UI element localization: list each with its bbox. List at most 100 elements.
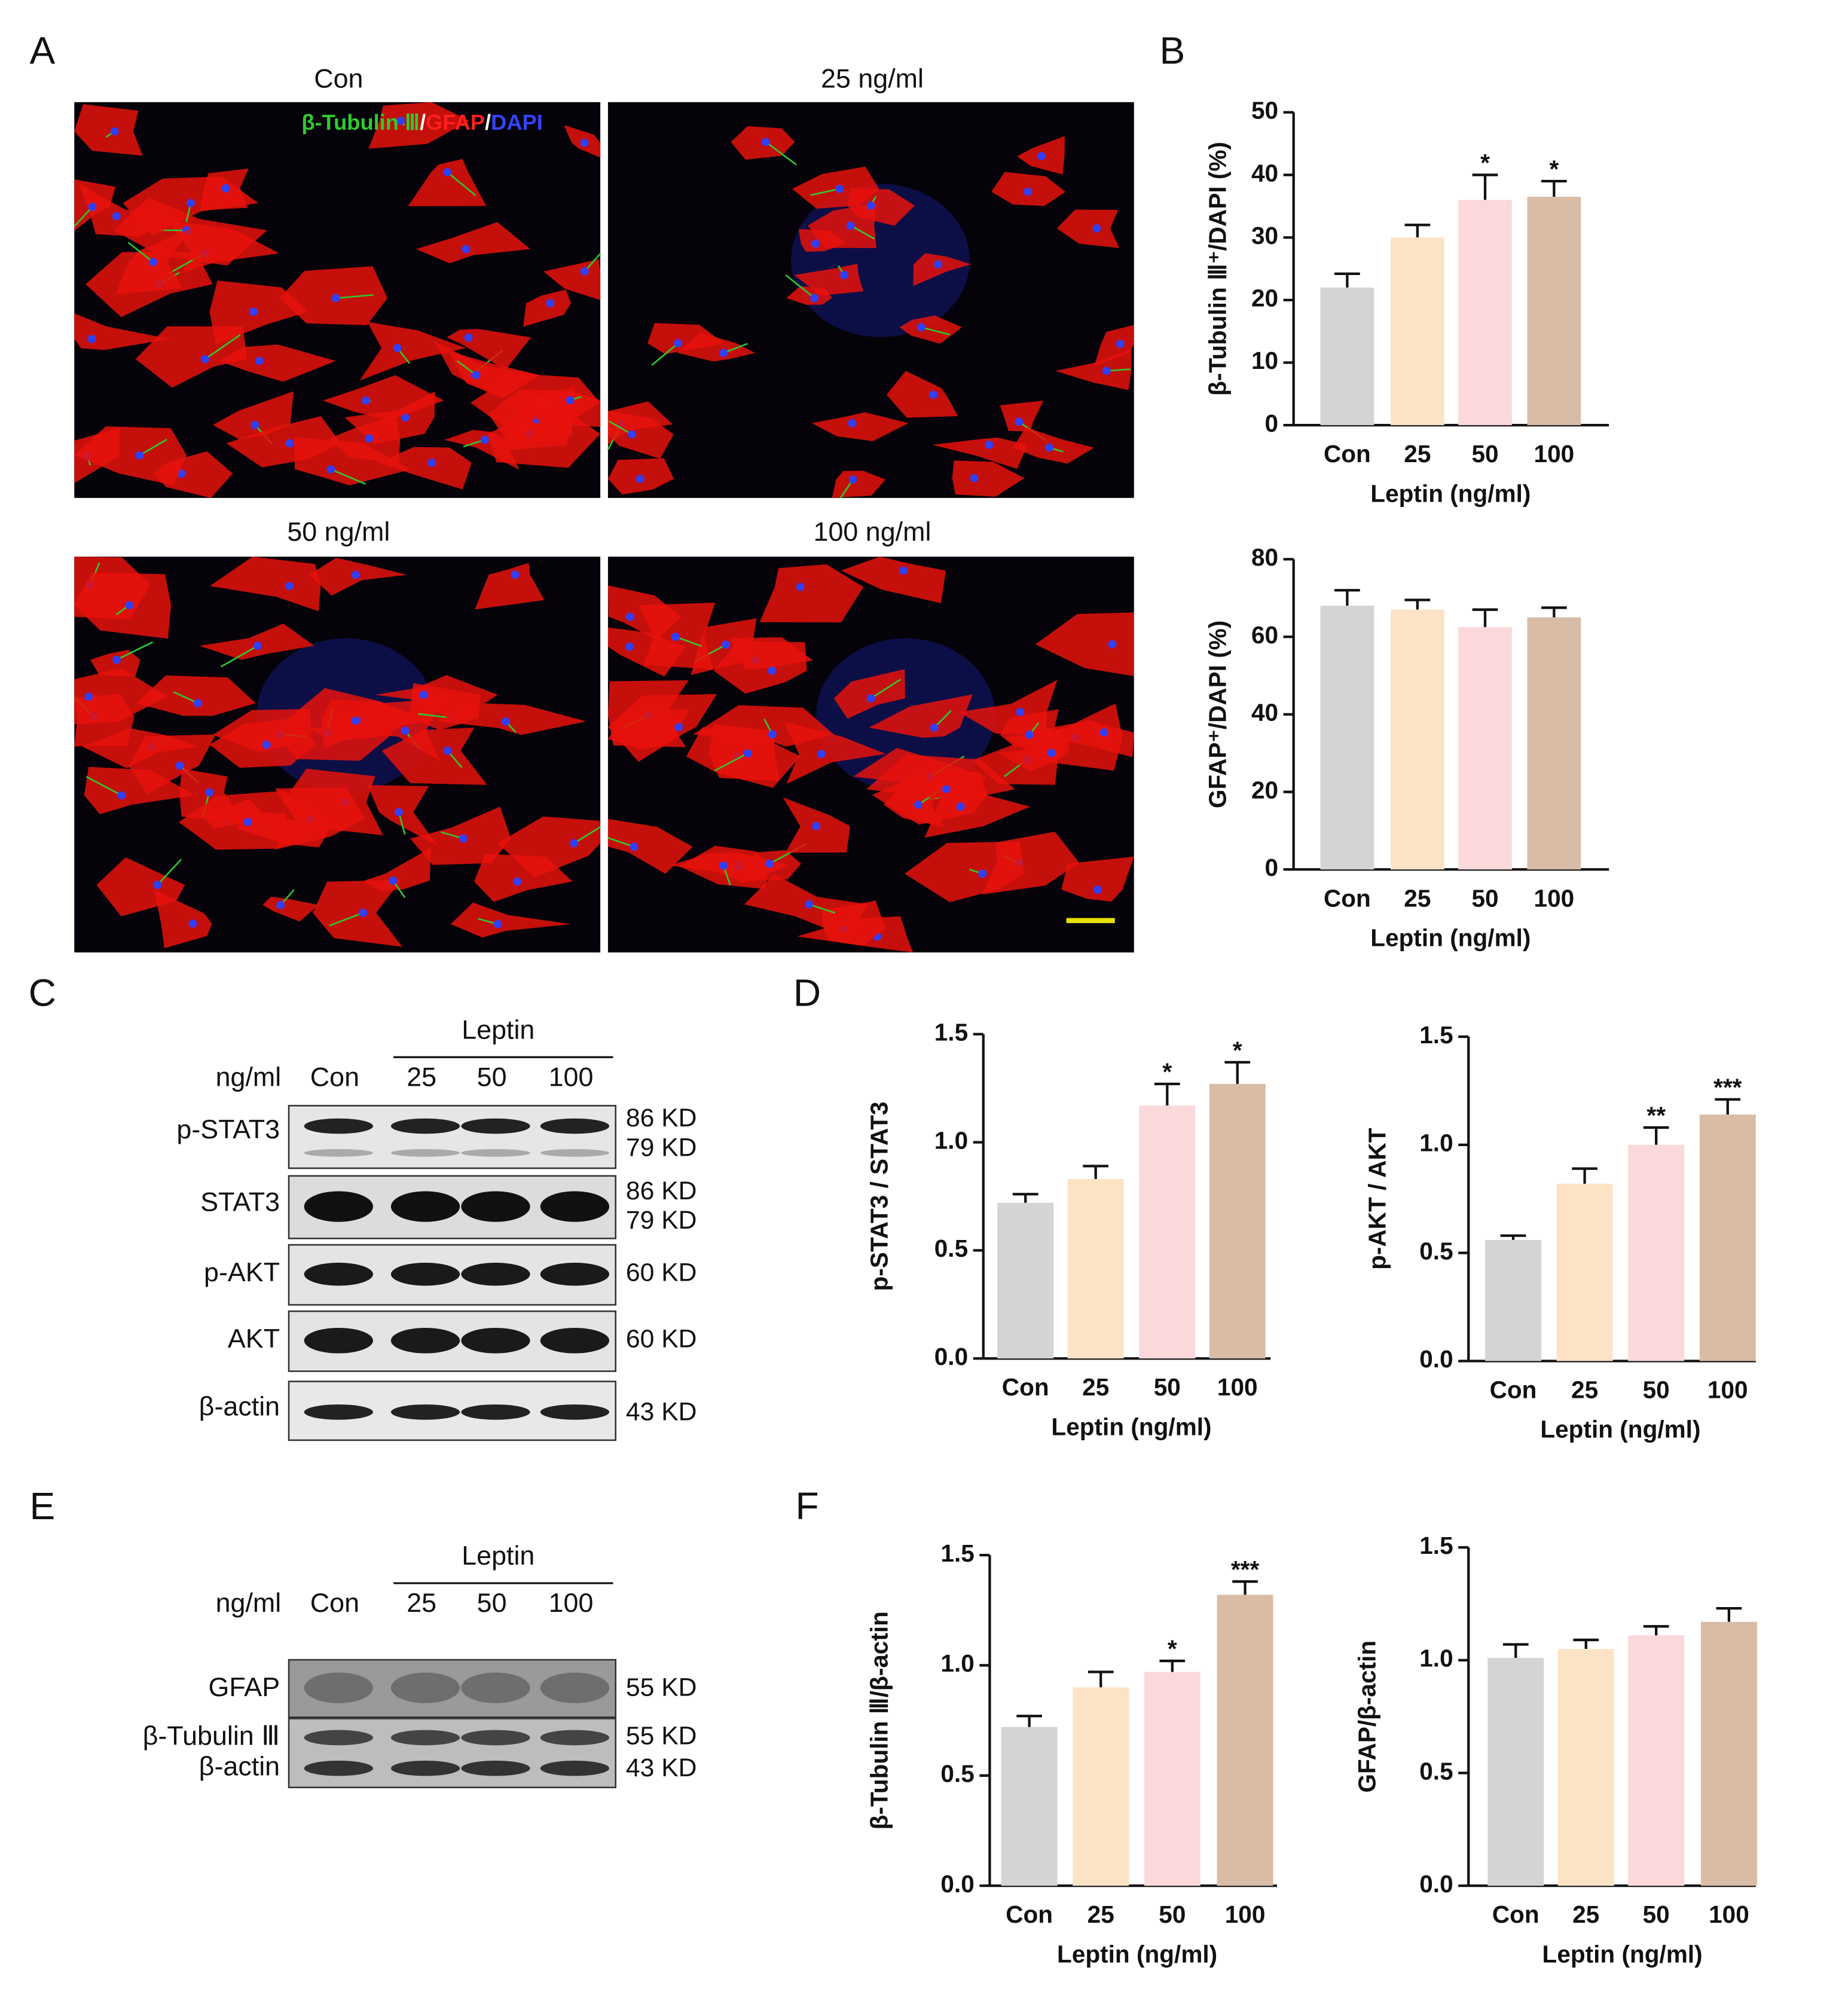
nucleus — [1116, 340, 1125, 348]
astrocyte — [1000, 709, 1059, 747]
nucleus — [812, 822, 820, 830]
neurite — [328, 912, 363, 927]
nucleus — [719, 861, 728, 870]
band — [461, 1118, 530, 1134]
nucleus — [188, 919, 197, 928]
nucleus — [811, 239, 820, 248]
astrocyte — [450, 902, 572, 938]
micrograph-title: 25 ng/ml — [821, 63, 924, 93]
y-tick-label: 0.0 — [1419, 1345, 1453, 1373]
nucleus — [125, 601, 134, 610]
band — [540, 1404, 610, 1420]
astrocyte — [811, 412, 909, 441]
y-tick-label: 1.5 — [1419, 1021, 1453, 1049]
bar — [1485, 1239, 1542, 1361]
nucleus — [149, 258, 157, 267]
astrocyte — [474, 854, 573, 902]
nucleus — [420, 691, 428, 700]
x-tick-label: 50 — [1643, 1901, 1670, 1928]
bar — [1699, 1114, 1756, 1361]
y-tick-label: 60 — [1251, 621, 1278, 649]
astrocyte — [952, 460, 1025, 497]
x-axis-label: Leptin (ng/ml) — [1370, 479, 1531, 507]
bar — [1320, 287, 1374, 426]
legend-part: / — [485, 110, 491, 135]
band — [461, 1760, 530, 1776]
nucleus — [1024, 187, 1032, 196]
y-tick-label: 50 — [1251, 97, 1278, 124]
nucleus — [362, 396, 371, 405]
blot-membrane — [288, 1105, 617, 1169]
band — [304, 1263, 373, 1286]
astrocyte — [84, 766, 195, 814]
nucleus — [956, 802, 965, 811]
astrocyte — [262, 896, 319, 922]
bar — [1391, 237, 1444, 426]
nucleus — [395, 808, 403, 817]
nucleus — [866, 694, 875, 703]
micrograph-title: 100 ng/ml — [814, 516, 931, 546]
nucleus — [88, 203, 97, 211]
nucleus — [249, 307, 258, 316]
y-axis-label: β-Tubulin Ⅲ/β-actin — [866, 1611, 893, 1829]
band — [461, 1191, 530, 1222]
nucleus — [187, 198, 195, 207]
nucleus — [401, 726, 410, 735]
astrocyte — [924, 792, 1031, 838]
nucleus — [917, 323, 925, 332]
band — [540, 1263, 610, 1286]
nucleus — [205, 788, 213, 797]
significance: * — [1233, 1036, 1242, 1064]
bar — [1217, 1595, 1273, 1886]
astrocyte — [1000, 401, 1044, 432]
y-tick-label: 40 — [1251, 699, 1278, 726]
nucleus — [566, 396, 575, 405]
blot-unit: ng/ml — [216, 1061, 282, 1092]
astrocyte — [886, 371, 958, 418]
nucleus — [493, 920, 502, 928]
nucleus — [768, 666, 777, 675]
bar — [1557, 1649, 1614, 1886]
astrocyte — [368, 102, 470, 149]
band — [304, 1191, 373, 1222]
size-label: 55 KD — [626, 1673, 697, 1702]
nucleus — [401, 413, 410, 421]
x-tick-label: Con — [1324, 440, 1371, 468]
nucleus — [985, 441, 994, 449]
band — [304, 1672, 373, 1703]
row-label: β-actin — [199, 1751, 280, 1782]
astrocyte — [833, 669, 905, 719]
size-label: 79 KD — [626, 1206, 697, 1235]
nucleus — [580, 138, 589, 147]
nucleus — [762, 138, 770, 146]
blot-membrane — [288, 1718, 617, 1789]
nucleus — [352, 570, 360, 579]
astrocyte — [475, 563, 545, 610]
astrocyte — [375, 675, 498, 722]
band — [540, 1191, 610, 1222]
nucleus — [796, 583, 805, 591]
band — [390, 1760, 460, 1776]
astrocyte — [74, 668, 168, 725]
y-axis-label: GFAP⁺/DAPI (%) — [1204, 621, 1232, 808]
astrocyte — [154, 890, 212, 949]
row-label: GFAP — [209, 1672, 280, 1702]
neurite — [607, 837, 635, 848]
y-tick-label: 1.0 — [934, 1126, 968, 1154]
significance: * — [1168, 1635, 1177, 1663]
astrocyte — [905, 841, 1025, 902]
nucleus — [570, 839, 579, 848]
bar — [1458, 627, 1512, 870]
nucleus — [481, 435, 489, 444]
astrocyte — [607, 694, 717, 762]
significance: *** — [1713, 1074, 1742, 1101]
nucleus — [866, 201, 875, 210]
band — [540, 1672, 610, 1703]
size-label: 79 KD — [626, 1133, 697, 1162]
astrocyte — [607, 411, 674, 459]
bar — [1527, 197, 1581, 426]
lane-label: Con — [310, 1587, 359, 1618]
astrocyte — [313, 879, 402, 947]
astrocyte — [798, 228, 846, 252]
